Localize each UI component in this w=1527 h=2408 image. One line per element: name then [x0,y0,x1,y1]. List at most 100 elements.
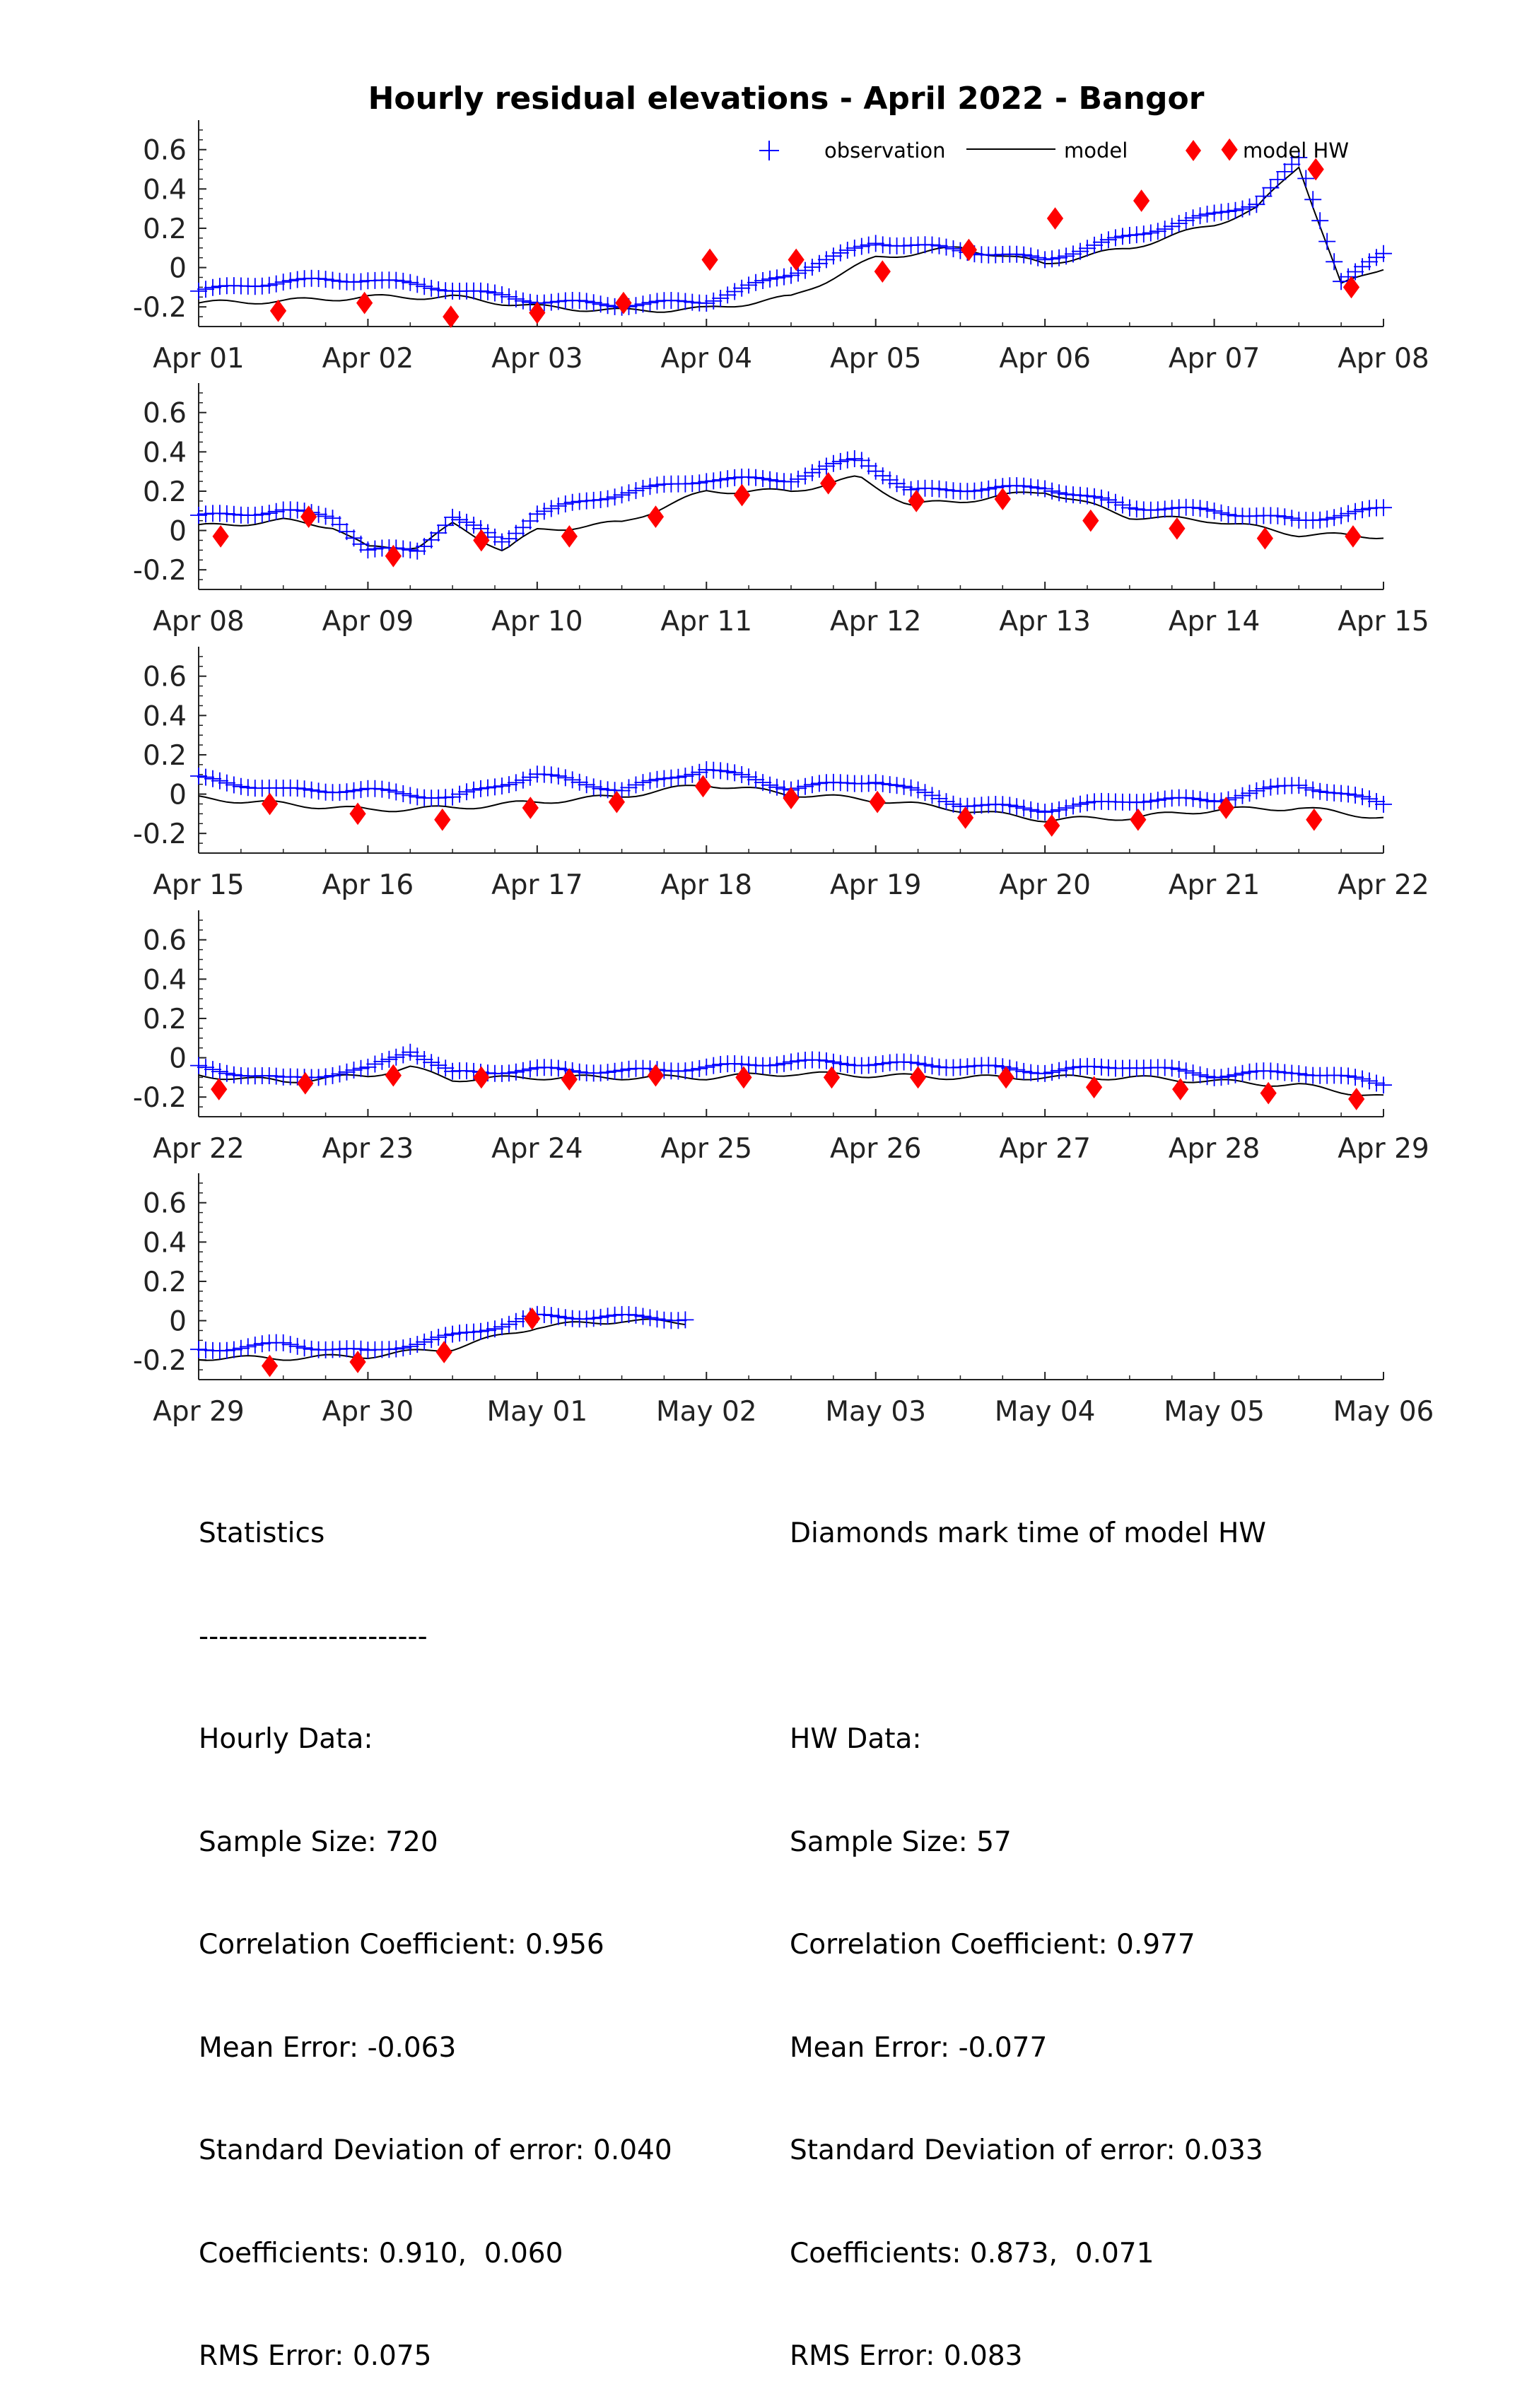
observation-point [790,780,807,797]
panel-3: -0.2 0 0.2 0.4 0.6 Apr 15 Apr 16 Apr 17 Apr 18 Ap… [133,647,1429,901]
observation-point [1311,511,1329,529]
observation-point [1149,223,1166,240]
x-tick-label: Apr 09 [322,606,414,638]
x-tick-label: Apr 11 [661,606,753,638]
panel-4: -0.2 0 0.2 0.4 0.6 Apr 22 Apr 23 Apr 24 Apr 25 Ap… [133,910,1429,1165]
observation-point [691,763,708,781]
observation-point [634,295,652,313]
observation-point [514,519,532,536]
observation-point [902,779,920,797]
observation-point [409,1047,426,1065]
observation-point [444,788,462,806]
model-hw-point [997,1066,1014,1089]
observation-point [797,262,814,279]
observation-point [331,516,349,534]
model-hw-point [869,790,886,814]
legend-observation-marker [759,141,779,160]
observation-point [260,505,278,522]
observation-point [324,510,341,527]
observation-point [387,1048,405,1066]
model-hw-point [1043,814,1060,837]
observation-point [1347,1069,1364,1086]
observation-point [1290,148,1308,166]
model-hw-point [349,802,366,826]
model-hw-point [733,483,751,507]
observation-point [246,1337,264,1354]
observation-point [352,1059,370,1077]
observation-point [1234,200,1251,218]
observation-point [1354,788,1371,806]
observation-point [783,1053,800,1071]
observation-point [1297,779,1315,797]
observation-point [824,247,842,265]
model-line [198,1065,1384,1096]
observation-point [472,1322,489,1340]
observation-point [1177,1062,1195,1080]
observation-point [324,1067,341,1084]
observation-point [310,270,327,288]
observation-point [373,780,391,798]
model-hw-point [960,238,978,262]
y-tick-label: 0.6 [143,135,187,167]
observation-point [458,513,476,531]
hourly-std-error: Standard Deviation of error: 0.040 [199,2134,672,2166]
observation-point [394,785,412,802]
observation-point [1058,799,1075,817]
model-hw-point [473,529,490,552]
observation-point [501,1315,517,1333]
x-tick-label: Apr 12 [830,606,922,638]
observation-point [803,776,821,794]
observation-point [1212,1069,1230,1086]
observation-point [1283,155,1301,173]
model-hw-point [522,797,539,819]
model-hw-point [1169,517,1186,540]
observation-point [416,278,433,295]
observation-point [437,517,455,534]
observation-point [733,279,751,297]
x-tick-label: Apr 08 [153,606,245,638]
y-tick-label: 0.4 [143,964,187,996]
observation-point [606,488,624,506]
observation-point [549,768,567,785]
observation-point [1375,499,1392,517]
model-hw-point [385,1064,402,1087]
observation-point [218,1064,235,1082]
observation-point [1227,1066,1244,1083]
hourly-rms-error: RMS Error: 0.075 [199,2340,432,2372]
x-tick-label: Apr 08 [1338,343,1429,375]
observation-point [1072,242,1089,260]
model-hw-point [956,806,974,829]
observation-point [761,270,779,288]
observation-point [394,540,412,558]
observation-point [1106,229,1124,247]
observation-point [1340,1067,1357,1085]
observation-point [416,1051,433,1068]
observation-point [465,781,483,799]
observation-point [634,479,652,497]
observation-point [831,1055,849,1072]
observation-point [1219,506,1237,523]
model-hw-point [1260,1081,1277,1105]
observation-point [528,505,546,523]
x-tick-label: May 06 [1333,1396,1434,1428]
hw-coefficients: Coefficients: 0.873, 0.071 [790,2237,1154,2269]
model-hw-point [823,1066,841,1089]
observation-point [1135,793,1152,811]
observation-point [1212,504,1230,522]
observation-point [1219,203,1237,221]
observation-point [1290,1065,1308,1083]
observation-point [705,472,722,490]
hw-rms-error: RMS Error: 0.083 [790,2340,1023,2372]
y-tick-label: 0.4 [143,437,187,469]
observation-point [514,771,532,789]
x-tick-label: Apr 20 [999,869,1091,901]
observation-point [867,774,884,792]
observation-point [987,1057,1005,1074]
y-tick-label: 0.2 [143,213,187,245]
model-hw-point [820,471,837,495]
observation-point [705,292,722,310]
observation-point [719,470,737,488]
observation-point [1276,1064,1294,1081]
observation-point [514,292,532,310]
observation-point [641,294,659,312]
